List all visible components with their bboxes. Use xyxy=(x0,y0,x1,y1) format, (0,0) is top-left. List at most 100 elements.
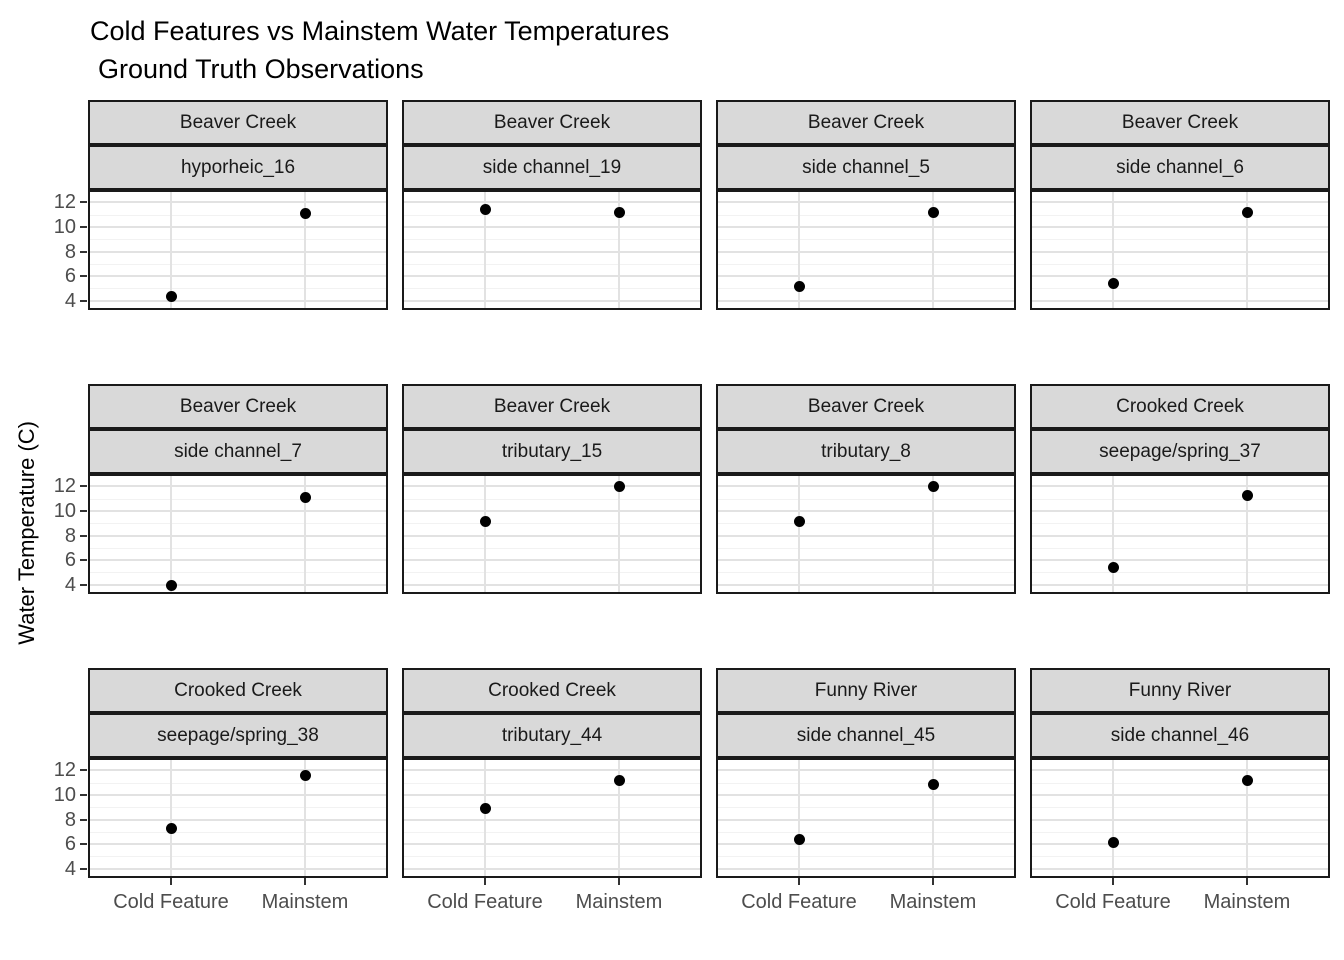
gridline-major-vertical xyxy=(1112,192,1114,308)
gridline-minor-horizontal xyxy=(1032,783,1328,784)
gridline-major-horizontal xyxy=(718,868,1014,870)
gridline-minor-horizontal xyxy=(90,856,386,857)
gridline-minor-horizontal xyxy=(1032,264,1328,265)
data-point-mainstem xyxy=(613,206,625,218)
x-axis-category-label-mainstem: Mainstem xyxy=(261,891,349,913)
y-axis-tick-mark xyxy=(80,794,87,796)
gridline-minor-horizontal xyxy=(718,264,1014,265)
gridline-minor-horizontal xyxy=(404,215,700,216)
data-point-mainstem xyxy=(613,480,625,492)
facet-strip-river: Funny River xyxy=(716,668,1016,713)
plot-panel xyxy=(88,758,388,878)
x-axis-category-label-cold-feature: Cold Feature xyxy=(741,891,857,913)
gridline-major-horizontal xyxy=(718,226,1014,228)
gridline-minor-horizontal xyxy=(1032,807,1328,808)
plot-panel xyxy=(1030,758,1330,878)
gridline-major-horizontal xyxy=(718,201,1014,203)
plot-panel xyxy=(716,758,1016,878)
x-axis-tick-mark xyxy=(618,878,620,885)
facet-strip-site: seepage/spring_38 xyxy=(88,713,388,758)
gridline-major-horizontal xyxy=(718,535,1014,537)
facet-strip-river: Beaver Creek xyxy=(716,100,1016,145)
y-axis-tick-label: 8 xyxy=(64,525,76,547)
x-axis-tick-mark xyxy=(932,878,934,885)
gridline-major-vertical xyxy=(932,760,934,876)
gridline-major-vertical xyxy=(618,192,620,308)
gridline-major-vertical xyxy=(304,476,306,592)
gridline-minor-horizontal xyxy=(718,832,1014,833)
data-point-mainstem xyxy=(299,769,311,781)
data-point-mainstem xyxy=(927,206,939,218)
y-axis-tick-label: 10 xyxy=(53,216,76,238)
y-axis-tick-mark xyxy=(80,843,87,845)
gridline-major-horizontal xyxy=(90,535,386,537)
gridline-major-horizontal xyxy=(404,819,700,821)
y-axis-tick-mark xyxy=(80,300,87,302)
plot-panel xyxy=(402,758,702,878)
gridline-major-vertical xyxy=(484,476,486,592)
data-point-cold-feature xyxy=(479,515,491,527)
x-axis-tick-mark xyxy=(1112,878,1114,885)
gridline-minor-horizontal xyxy=(718,572,1014,573)
gridline-major-horizontal xyxy=(404,559,700,561)
gridline-major-horizontal xyxy=(90,300,386,302)
gridline-major-horizontal xyxy=(90,201,386,203)
plot-panel xyxy=(88,190,388,310)
y-axis-tick-mark xyxy=(80,819,87,821)
data-point-cold-feature xyxy=(479,802,491,814)
gridline-minor-horizontal xyxy=(404,264,700,265)
gridline-major-horizontal xyxy=(718,275,1014,277)
gridline-major-horizontal xyxy=(90,584,386,586)
gridline-minor-horizontal xyxy=(404,499,700,500)
data-point-mainstem xyxy=(1241,489,1253,501)
y-axis-tick-label: 10 xyxy=(53,784,76,806)
y-axis-tick-mark xyxy=(80,559,87,561)
y-axis-tick-label: 8 xyxy=(64,809,76,831)
gridline-minor-horizontal xyxy=(1032,832,1328,833)
gridline-major-vertical xyxy=(1246,192,1248,308)
gridline-minor-horizontal xyxy=(1032,548,1328,549)
y-axis-tick-mark xyxy=(80,275,87,277)
plot-panel xyxy=(1030,190,1330,310)
chart-subtitle: Ground Truth Observations xyxy=(98,54,424,84)
gridline-minor-horizontal xyxy=(718,783,1014,784)
data-point-mainstem xyxy=(299,207,311,219)
gridline-minor-horizontal xyxy=(90,239,386,240)
gridline-major-horizontal xyxy=(718,485,1014,487)
gridline-minor-horizontal xyxy=(90,783,386,784)
x-axis-tick-mark xyxy=(484,878,486,885)
y-axis-tick-mark xyxy=(80,251,87,253)
gridline-minor-horizontal xyxy=(90,807,386,808)
x-axis-category-label-mainstem: Mainstem xyxy=(889,891,977,913)
gridline-major-horizontal xyxy=(90,485,386,487)
gridline-minor-horizontal xyxy=(718,239,1014,240)
gridline-minor-horizontal xyxy=(90,523,386,524)
x-axis-category-label-mainstem: Mainstem xyxy=(1203,891,1291,913)
gridline-major-horizontal xyxy=(90,769,386,771)
gridline-major-horizontal xyxy=(404,201,700,203)
gridline-minor-horizontal xyxy=(404,783,700,784)
gridline-major-horizontal xyxy=(404,226,700,228)
gridline-major-vertical xyxy=(304,760,306,876)
gridline-major-vertical xyxy=(304,192,306,308)
gridline-minor-horizontal xyxy=(90,215,386,216)
gridline-minor-horizontal xyxy=(90,572,386,573)
gridline-major-horizontal xyxy=(1032,485,1328,487)
facet-strip-site: side channel_45 xyxy=(716,713,1016,758)
y-axis-tick-label: 10 xyxy=(53,500,76,522)
facet-strip-river: Funny River xyxy=(1030,668,1330,713)
gridline-major-horizontal xyxy=(404,843,700,845)
data-point-cold-feature xyxy=(793,833,805,845)
gridline-minor-horizontal xyxy=(1032,499,1328,500)
gridline-minor-horizontal xyxy=(1032,856,1328,857)
gridline-major-horizontal xyxy=(1032,201,1328,203)
gridline-minor-horizontal xyxy=(404,523,700,524)
gridline-minor-horizontal xyxy=(404,572,700,573)
x-axis-category-label-cold-feature: Cold Feature xyxy=(113,891,229,913)
facet-strip-site: side channel_19 xyxy=(402,145,702,190)
gridline-major-horizontal xyxy=(90,794,386,796)
facet-strip-river: Beaver Creek xyxy=(88,100,388,145)
gridline-major-horizontal xyxy=(404,868,700,870)
gridline-minor-horizontal xyxy=(1032,239,1328,240)
facet-strip-site: tributary_15 xyxy=(402,429,702,474)
